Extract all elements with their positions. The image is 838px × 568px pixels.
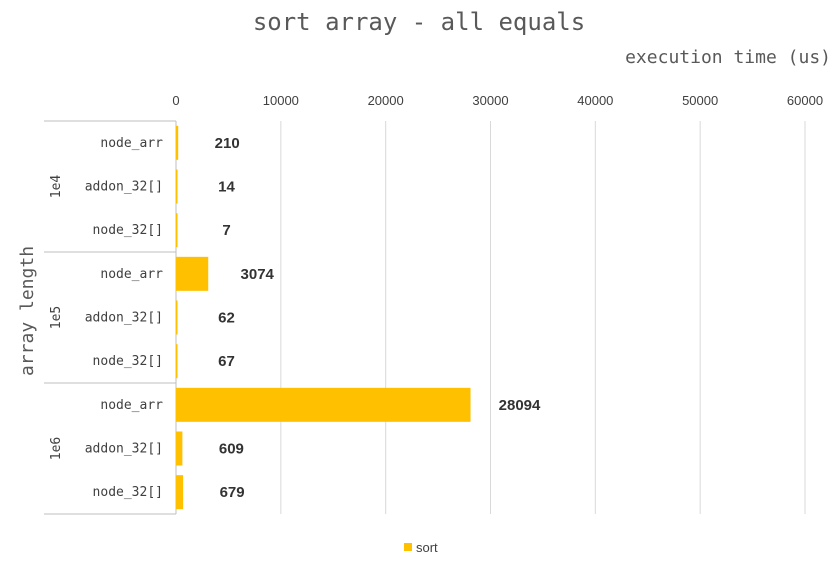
data-label: 7 [222,222,230,239]
data-label: 609 [219,441,244,458]
data-label: 679 [220,484,245,501]
bar [176,125,179,160]
y-axis-title: array length [17,246,38,376]
data-label: 62 [218,310,235,327]
category-label: node_32[] [93,354,163,369]
category-label: node_32[] [93,485,163,500]
data-label: 3074 [241,266,275,283]
x-tick-label: 0 [172,93,179,108]
data-label: 67 [218,353,235,370]
x-axis-title: execution time (us) [625,47,831,68]
x-tick-label: 30000 [472,93,508,108]
bar [176,169,178,204]
bar [176,475,184,510]
category-label: node_arr [100,267,163,282]
bar [176,300,178,335]
legend-label-sort: sort [416,540,438,555]
category-label: addon_32[] [85,442,163,457]
data-labels: 210 14 7 3074 62 67 28094 609 679 [215,135,541,501]
data-label: 210 [215,135,240,152]
data-label: 28094 [499,397,541,414]
x-tick-label: 40000 [577,93,613,108]
group-label: 1e6 [49,437,64,460]
x-tick-label: 20000 [368,93,404,108]
legend-swatch [404,543,412,551]
group-label: 1e5 [49,306,64,329]
bar [176,387,471,422]
x-tick-label: 10000 [263,93,299,108]
chart-title: sort array - all equals [253,8,585,36]
x-tick-label: 60000 [787,93,823,108]
x-tick-labels: 0 10000 20000 30000 40000 50000 60000 [172,93,823,108]
category-label: addon_32[] [85,311,163,326]
category-labels: 1e4 node_arr addon_32[] node_32[] 1e5 node_ar… [49,136,163,500]
category-label: node_arr [100,398,163,413]
bar [176,344,178,379]
legend: sort [404,540,438,555]
group-label: 1e4 [49,175,64,199]
x-tick-label: 50000 [682,93,718,108]
category-label: addon_32[] [85,180,163,195]
bar [176,256,209,291]
category-label: node_32[] [93,223,163,238]
bars [176,125,471,510]
bar [176,213,178,248]
gridlines [280,121,806,514]
data-label: 14 [218,179,235,196]
bar [176,431,183,466]
category-label: node_arr [100,136,163,151]
